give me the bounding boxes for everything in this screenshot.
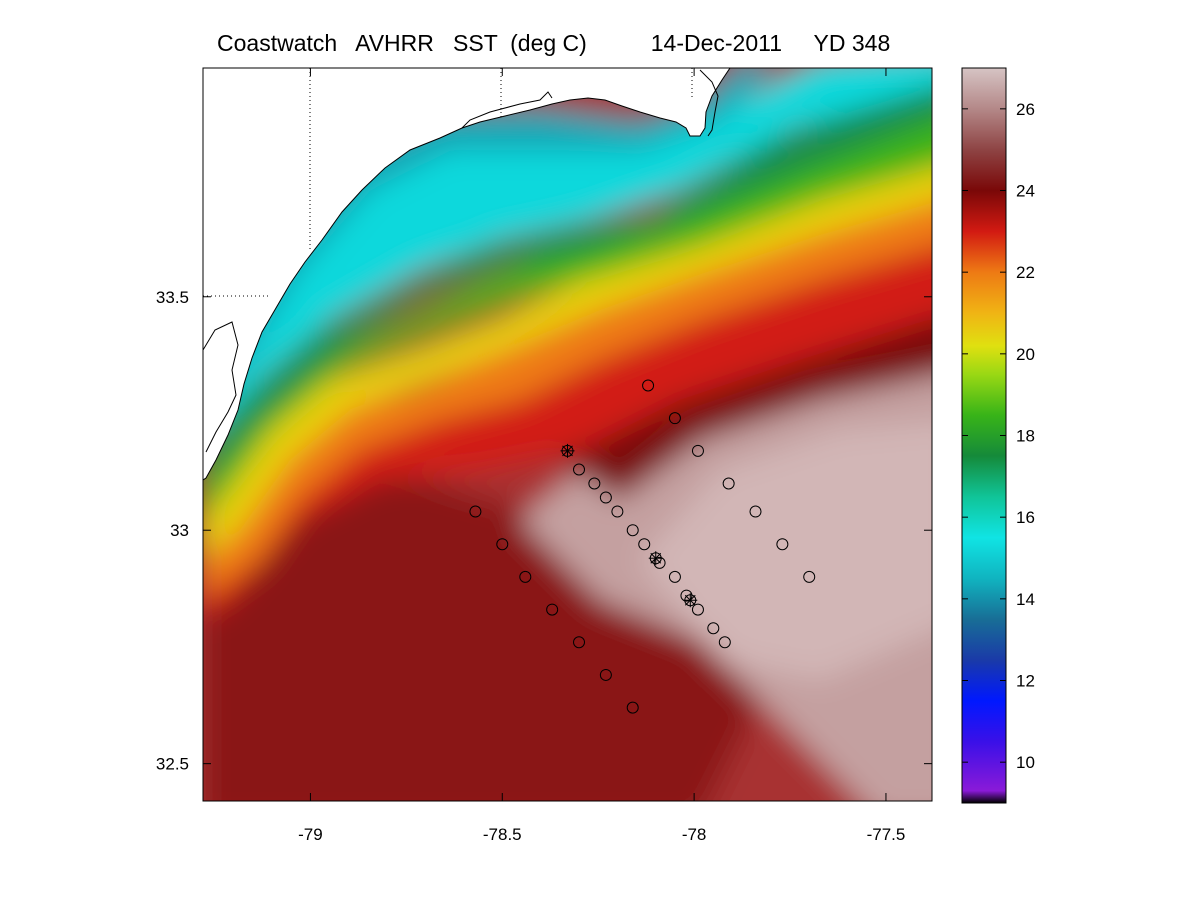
station-circle <box>638 538 651 551</box>
station-circle <box>599 491 612 504</box>
colorbar: 26 24 22 20 18 16 14 12 10 <box>961 67 1035 804</box>
sst-region-green <box>203 109 932 520</box>
station-star <box>560 443 575 458</box>
colorbar-tick-label: 14 <box>1016 590 1035 609</box>
colorbar-ticks: 26 24 22 20 18 16 14 12 10 <box>962 100 1035 772</box>
station-circle <box>776 538 789 551</box>
y-tick-label: 32.5 <box>156 755 189 774</box>
land-area <box>203 68 731 481</box>
colorbar-tick-label: 22 <box>1016 263 1035 282</box>
inlet-coast <box>202 321 239 453</box>
station-circle <box>573 636 586 649</box>
station-circle <box>642 379 655 392</box>
station-circle <box>573 463 586 476</box>
colorbar-tick-label: 16 <box>1016 508 1035 527</box>
colorbar-tick-label: 18 <box>1016 427 1035 446</box>
sst-region-dark-green <box>203 80 932 490</box>
sst-region-red <box>203 237 932 620</box>
barrier-island-north <box>699 69 719 137</box>
station-circle <box>722 477 735 490</box>
sst-region-gulf-stream-core <box>640 422 932 680</box>
station-star <box>683 593 698 608</box>
y-tick-label: 33 <box>170 521 189 540</box>
x-tick-label: -78.5 <box>483 825 522 844</box>
station-circle <box>653 556 666 569</box>
station-circle <box>626 524 639 537</box>
colorbar-tick-label: 24 <box>1016 182 1035 201</box>
colorbar-tick-label: 20 <box>1016 345 1035 364</box>
station-circle <box>680 589 693 602</box>
station-circle <box>803 570 816 583</box>
station-circle <box>496 538 509 551</box>
y-axis: 33.5 33 32.5 <box>156 288 932 774</box>
station-circle <box>718 636 731 649</box>
station-circle <box>691 444 704 457</box>
station-star <box>648 551 663 566</box>
map-title: Coastwatch AVHRR SST (deg C) 14-Dec-2011… <box>217 30 891 56</box>
station-circle <box>546 603 559 616</box>
x-tick-label: -78 <box>682 825 707 844</box>
station-circle <box>599 668 612 681</box>
station-circle <box>707 622 720 635</box>
colorbar-tick-label: 10 <box>1016 753 1035 772</box>
colorbar-ramp <box>962 68 1006 803</box>
x-tick-label: -79 <box>298 825 323 844</box>
station-circle <box>469 505 482 518</box>
x-axis: -79 -78.5 -78 -77.5 <box>298 68 905 844</box>
colorbar-tick-label: 26 <box>1016 100 1035 119</box>
station-circle <box>668 570 681 583</box>
sst-region-maroon-front <box>560 305 932 500</box>
barrier-island-south <box>461 91 553 129</box>
station-circle <box>749 505 762 518</box>
x-tick-label: -77.5 <box>867 825 906 844</box>
map-frame <box>202 67 933 802</box>
station-circle <box>668 412 681 425</box>
station-circle <box>519 570 532 583</box>
sst-region-yellow <box>203 157 932 560</box>
sst-region-orange <box>203 187 932 600</box>
station-circle <box>626 701 639 714</box>
station-circle <box>691 603 704 616</box>
station-circle <box>588 477 601 490</box>
colorbar-tick-label: 12 <box>1016 672 1035 691</box>
y-tick-label: 33.5 <box>156 288 189 307</box>
station-circle <box>611 505 624 518</box>
station-markers <box>469 379 816 714</box>
map-graticule <box>203 68 693 297</box>
sst-map: -79 -78.5 -78 -77.5 33.5 33 32.5 <box>156 67 933 844</box>
